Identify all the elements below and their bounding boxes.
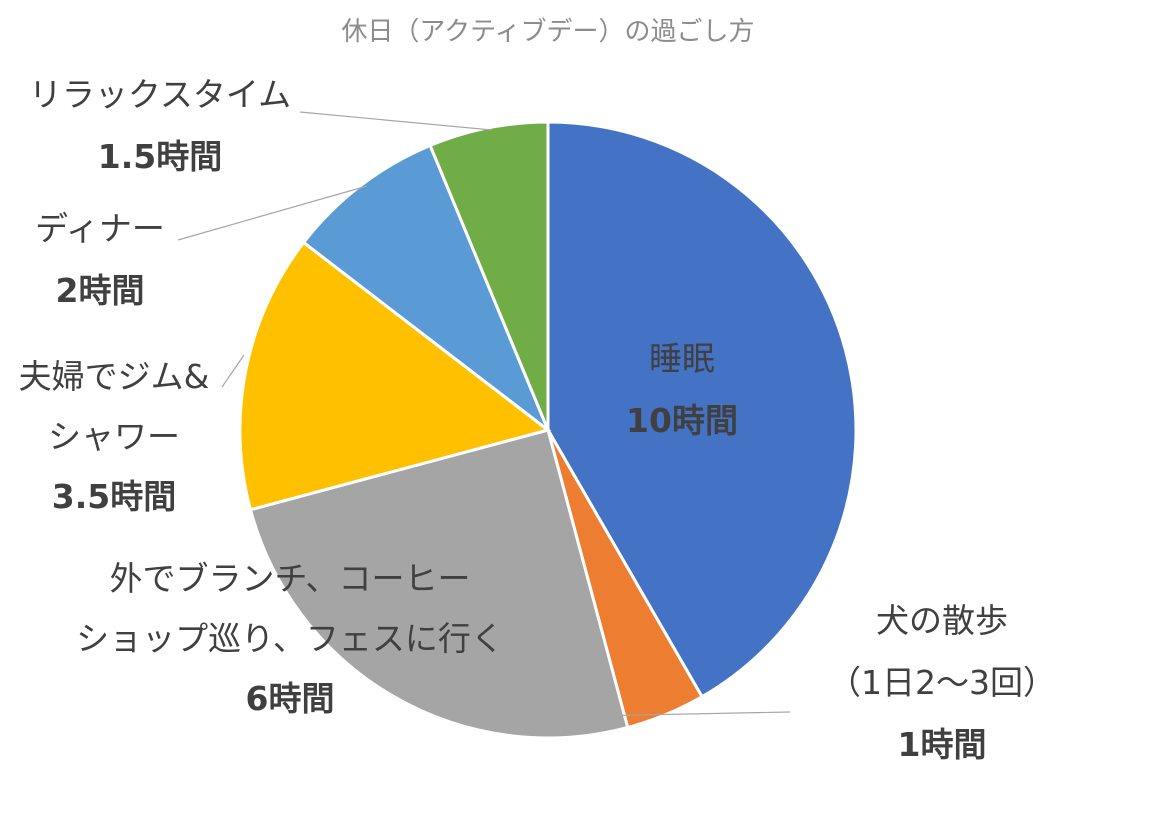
- leader-line: [587, 711, 791, 717]
- pie-slice: [546, 120, 858, 699]
- slice-value-label: 2時間: [56, 271, 145, 310]
- slice-category-label: 外でブランチ、コーヒー: [109, 559, 470, 598]
- pie-slice: [301, 143, 552, 435]
- slice-value-label: 3.5時間: [52, 477, 176, 516]
- slice-category-label: 犬の散歩: [876, 601, 1008, 640]
- slice-value-label: 1.5時間: [98, 137, 222, 176]
- chart-title: 休日（アクティブデー）の過ごし方: [341, 17, 754, 47]
- pie-slice: [428, 120, 550, 431]
- slice-category-label: 睡眠: [649, 339, 715, 378]
- slice-value-label: 10時間: [626, 401, 738, 440]
- slice-category-label: ディナー: [35, 209, 165, 248]
- slice-category-label: シャワー: [48, 417, 180, 456]
- slice-value-label: 6時間: [246, 679, 335, 718]
- slice-category-label: 夫婦でジム&: [19, 357, 210, 396]
- leader-line: [221, 354, 245, 388]
- slice-category-label: ショップ巡り、フェスに行く: [76, 619, 504, 658]
- pie-slices: [238, 120, 858, 740]
- leader-line: [299, 111, 493, 131]
- leader-line: [177, 185, 368, 241]
- pie-slice: [248, 428, 630, 740]
- slice-category-label: （1日2〜3回）: [828, 663, 1056, 702]
- pie-slice: [238, 240, 552, 512]
- slice-value-label: 1時間: [898, 725, 987, 764]
- leader-lines: [177, 111, 791, 717]
- slice-category-label: リラックスタイム: [29, 75, 291, 114]
